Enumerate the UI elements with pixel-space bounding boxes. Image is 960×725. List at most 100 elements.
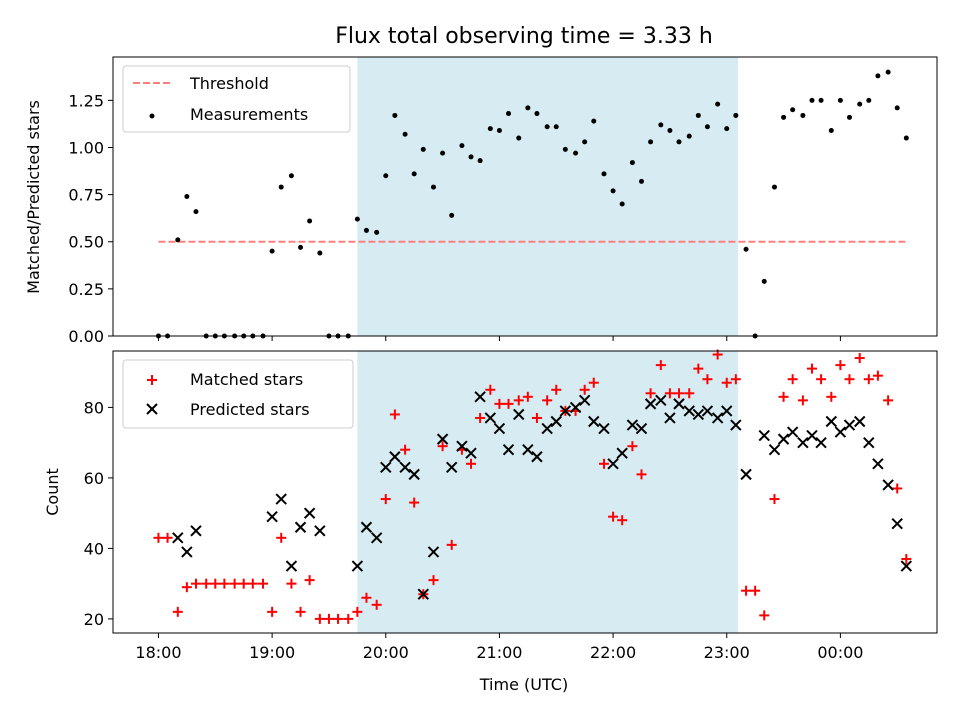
measurement-point [800, 112, 806, 118]
measurement-point [818, 97, 824, 103]
matched-star-point [721, 377, 732, 388]
measurement-point [601, 171, 607, 177]
bottom-y-axis-ticks: 20 40 60 80 [84, 398, 113, 629]
measurement-point [809, 97, 815, 103]
matched-star-point [238, 578, 249, 589]
matched-star-point [181, 582, 192, 593]
predicted-star-point [294, 521, 307, 533]
measurement-point [828, 128, 834, 134]
legend-predicted-label: Predicted stars [190, 400, 310, 419]
matched-star-point [863, 374, 874, 385]
y-tick-label: 60 [84, 469, 104, 488]
matched-star-point [352, 606, 363, 617]
bottom-y-axis-label: Count [43, 468, 62, 516]
matched-star-point [693, 363, 704, 374]
y-tick-label: 0.00 [68, 327, 104, 346]
matched-star-point [750, 585, 761, 596]
top-legend: Threshold Measurements [122, 65, 351, 133]
top-x-axis-ticks [157, 336, 841, 341]
top-axes-frame [112, 56, 938, 337]
predicted-star-point [692, 408, 705, 421]
matched-star-point [588, 377, 599, 388]
measurement-point [790, 107, 796, 113]
matched-star-point [247, 578, 258, 589]
measurement-point [298, 244, 304, 250]
measurement-point [411, 171, 417, 177]
matched-star-point [787, 374, 798, 385]
matched-star-point [522, 391, 533, 402]
legend-threshold-label: Threshold [189, 74, 269, 93]
measurement-point [184, 194, 190, 199]
measurement-point [591, 118, 597, 124]
legend-predicted-swatch [146, 403, 158, 415]
matched-star-point [153, 532, 164, 543]
matched-star-point [674, 388, 685, 399]
measurement-point [743, 246, 749, 252]
matched-star-point [162, 532, 173, 543]
predicted-star-point [825, 415, 838, 428]
measurement-point [562, 146, 568, 152]
matched-star-point [835, 360, 846, 371]
x-tick-label: 00:00 [817, 643, 863, 662]
predicted-stars-points [172, 391, 913, 600]
predicted-star-point [626, 419, 639, 431]
measurement-point [638, 178, 644, 184]
predicted-star-point [550, 415, 562, 428]
matched-star-point [872, 370, 883, 381]
measurement-point [619, 201, 625, 207]
predicted-star-point [569, 401, 582, 414]
measurement-point [544, 124, 550, 130]
matched-star-point [806, 363, 817, 374]
x-tick-label: 18:00 [135, 643, 181, 662]
predicted-star-point [673, 398, 685, 410]
predicted-star-point [303, 507, 316, 519]
matched-star-point [437, 441, 448, 452]
y-tick-label: 0.25 [68, 280, 104, 299]
top-y-axis-ticks: 0.00 0.25 0.50 0.75 1.00 1.25 [68, 91, 113, 346]
measurement-point [288, 173, 294, 179]
matched-stars-points [153, 349, 912, 624]
measurement-point [175, 237, 181, 243]
predicted-star-point [399, 461, 411, 474]
predicted-star-point [531, 451, 543, 463]
matched-star-point [542, 395, 553, 406]
observing-window-shade-top [357, 57, 739, 336]
measurement-point [193, 209, 199, 215]
matched-star-point [664, 388, 675, 399]
predicted-star-point [474, 391, 486, 403]
predicted-star-point [351, 560, 364, 572]
matched-star-point [513, 395, 524, 406]
measurement-point [658, 122, 664, 128]
predicted-star-point [701, 405, 714, 417]
predicted-star-point [588, 415, 600, 428]
predicted-star-point [635, 422, 648, 435]
measurement-point [506, 111, 512, 117]
measurement-point [771, 184, 777, 190]
matched-star-point [797, 395, 808, 406]
matched-star-point [210, 578, 221, 589]
measurement-point [317, 250, 323, 256]
matched-star-point [304, 575, 315, 586]
measurement-point [885, 69, 891, 75]
measurement-point [440, 150, 446, 156]
x-tick-label: 21:00 [476, 643, 522, 662]
y-tick-label: 20 [84, 610, 104, 629]
matched-star-point [769, 494, 780, 505]
y-tick-label: 80 [84, 398, 104, 417]
measurement-point [610, 188, 616, 194]
bottom-panel: 20 40 60 80 18:00 19:00 20:00 21:00 22:00 23:00 0… [43, 349, 938, 694]
predicted-star-point [559, 405, 572, 417]
matched-star-point [258, 578, 269, 589]
predicted-star-point [768, 443, 781, 456]
matched-star-point [655, 360, 666, 371]
predicted-star-point [863, 436, 875, 449]
predicted-star-point [541, 422, 553, 435]
matched-star-point [617, 515, 628, 526]
matched-star-point [389, 409, 400, 420]
matched-star-point [892, 483, 903, 494]
matched-star-point [409, 497, 420, 508]
measurement-point [496, 128, 502, 134]
measurement-point [648, 139, 654, 145]
measurement-point [837, 97, 843, 103]
predicted-star-point [190, 525, 202, 537]
